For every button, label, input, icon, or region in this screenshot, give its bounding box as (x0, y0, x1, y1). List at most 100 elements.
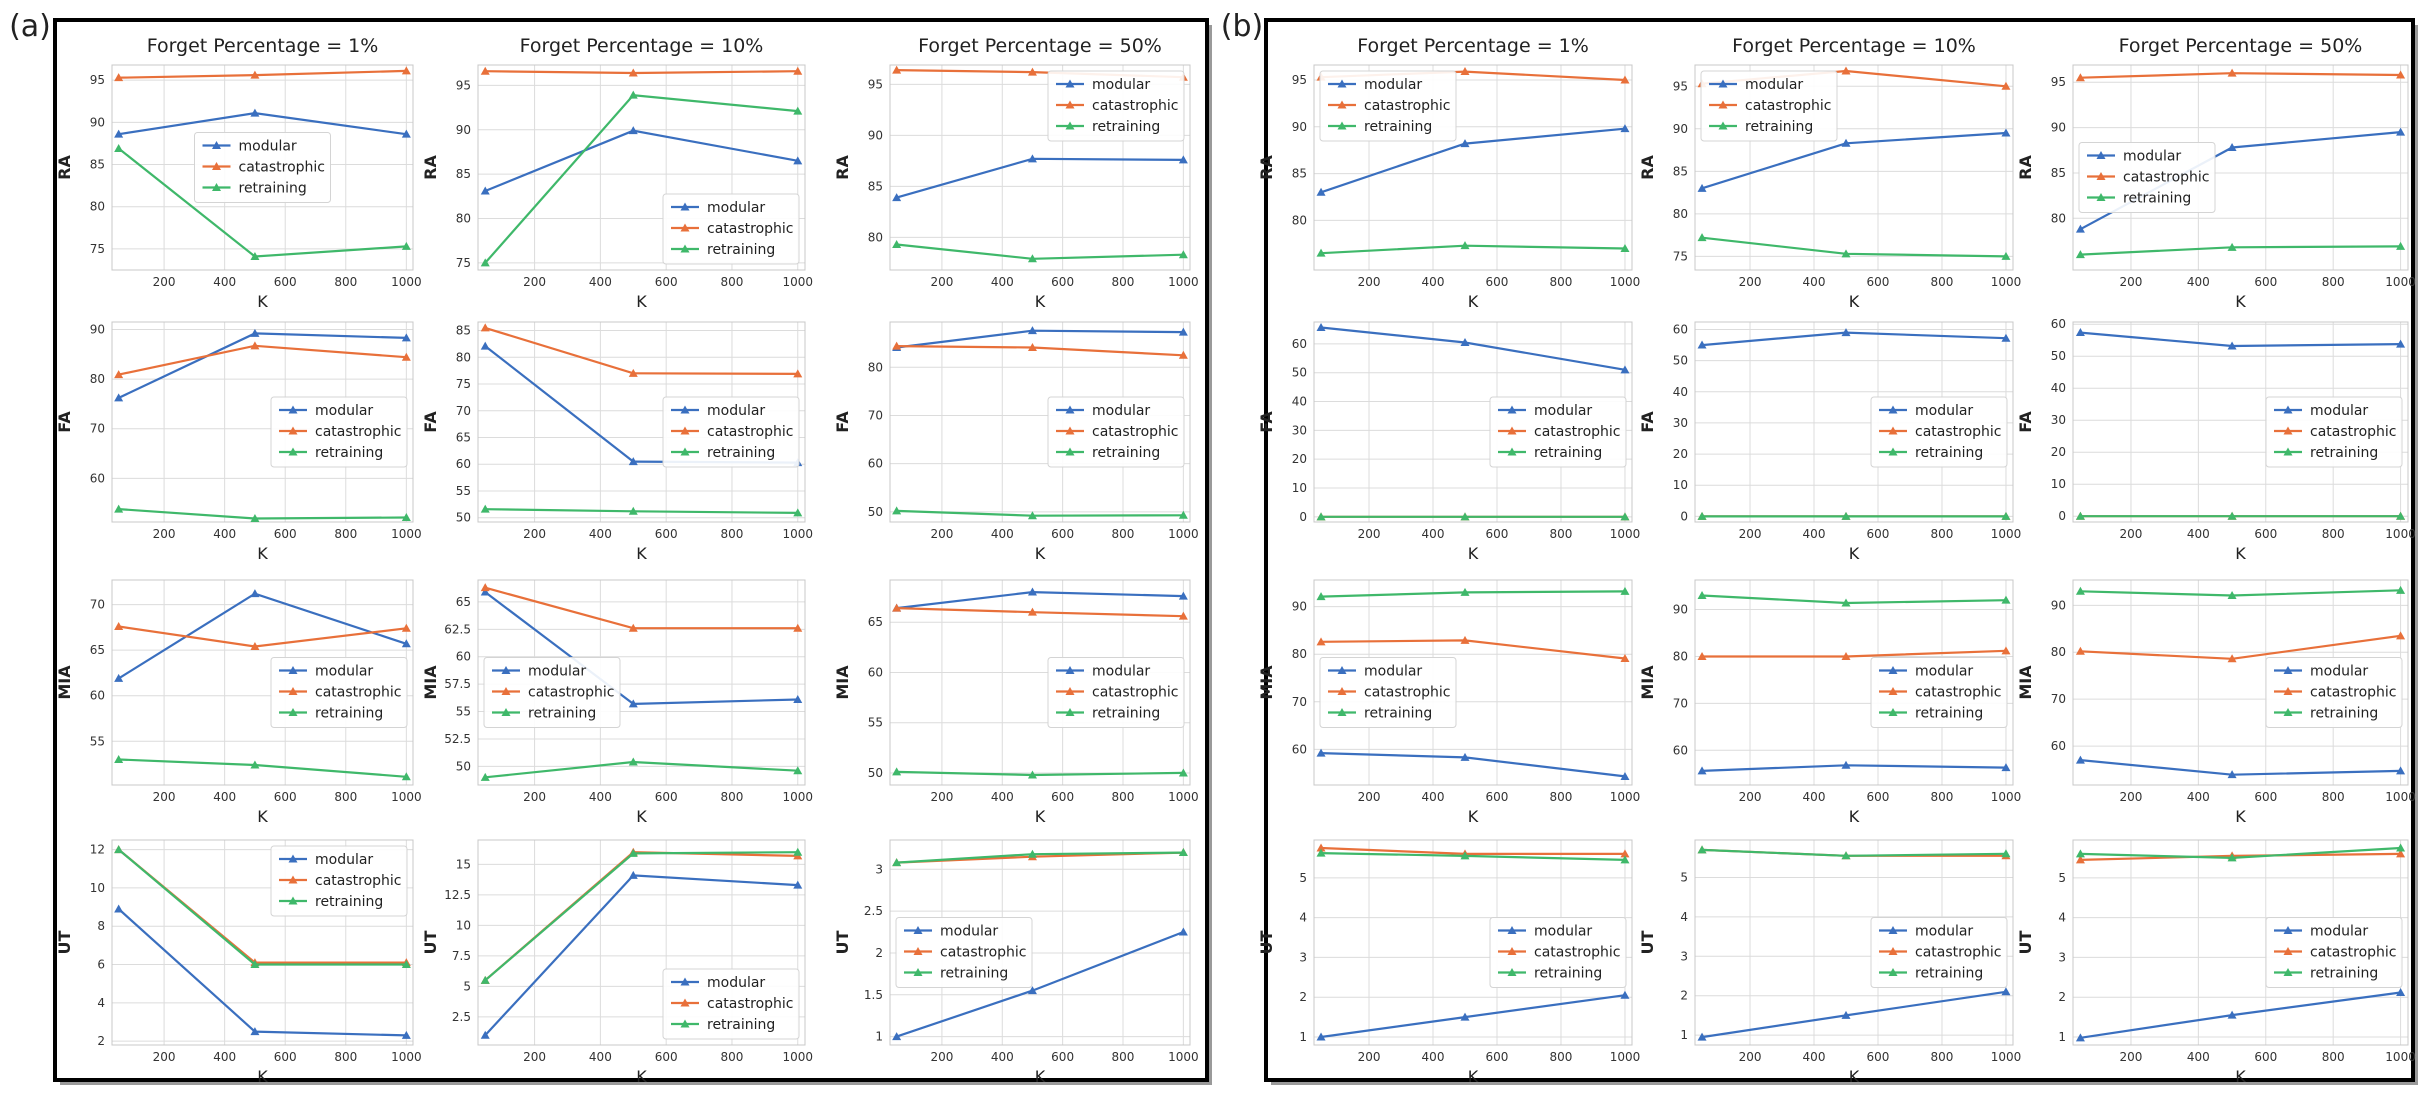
legend-marker-modular (288, 666, 298, 674)
y-tick-label: 80 (1673, 649, 1688, 663)
data-point-catastrophic (114, 370, 124, 379)
y-axis-label: RA (833, 155, 852, 180)
x-axis-label: K (1035, 807, 1046, 826)
legend: modular catastrophic retraining (1489, 396, 1627, 468)
legend-label-catastrophic: catastrophic (528, 685, 615, 701)
data-point-retraining (1027, 511, 1037, 520)
legend: modular catastrophic retraining (1489, 917, 1627, 988)
x-tick-label: 1000 (1991, 275, 2022, 289)
data-point-retraining (1178, 848, 1188, 857)
legend-marker-catastrophic (680, 998, 690, 1007)
legend-label-modular: modular (1092, 403, 1150, 419)
legend-marker-catastrophic (1507, 947, 1517, 955)
x-tick-label: 800 (1112, 790, 1135, 804)
data-point-retraining (480, 975, 490, 984)
y-tick-label: 60 (456, 650, 471, 664)
x-tick-label: 400 (991, 275, 1014, 289)
data-point-modular (2001, 333, 2011, 342)
data-point-modular (1027, 986, 1037, 995)
plot-area (1313, 64, 1633, 271)
legend-marker-catastrophic (501, 687, 511, 695)
x-tick-label: 600 (274, 790, 297, 804)
x-tick-label: 1000 (391, 790, 422, 804)
y-tick-label: 80 (456, 350, 471, 364)
data-point-modular (1178, 327, 1188, 336)
y-tick-label: 2.5 (452, 1010, 471, 1024)
legend-label-modular: modular (2310, 924, 2368, 940)
x-tick-label: 800 (1112, 1050, 1135, 1064)
data-point-catastrophic (250, 70, 260, 79)
legend-marker-catastrophic (2096, 172, 2106, 180)
data-point-retraining (2227, 242, 2237, 251)
data-point-modular (1620, 124, 1630, 133)
plot-area (889, 64, 1191, 271)
x-tick-label: 200 (523, 790, 546, 804)
legend-label-modular: modular (1092, 77, 1150, 93)
x-tick-label: 1000 (782, 790, 813, 804)
x-tick-label: 400 (1803, 1050, 1826, 1064)
x-tick-label: 1000 (1610, 275, 1641, 289)
x-tick-label: 600 (1867, 527, 1890, 541)
data-point-modular (1620, 990, 1630, 999)
x-tick-label: 400 (2187, 1050, 2210, 1064)
data-point-catastrophic (2075, 855, 2085, 864)
data-point-modular (2227, 1010, 2237, 1019)
data-point-retraining (628, 506, 638, 515)
legend-label-modular: modular (1915, 924, 1973, 940)
legend-marker-catastrophic (680, 223, 690, 232)
x-tick-label: 200 (1358, 1050, 1381, 1064)
x-tick-label: 600 (274, 275, 297, 289)
x-tick-label: 200 (1358, 527, 1381, 541)
x-tick-label: 1000 (2385, 275, 2416, 289)
legend-label-modular: modular (940, 924, 998, 940)
data-point-retraining (2075, 586, 2085, 595)
y-tick-label: 90 (90, 322, 105, 336)
data-point-catastrophic (2075, 73, 2085, 82)
data-point-modular (1841, 328, 1851, 337)
data-point-retraining (1697, 233, 1707, 242)
data-point-catastrophic (1027, 343, 1037, 352)
data-point-modular (480, 587, 490, 596)
plot-area (1313, 839, 1633, 1046)
plot-area (1694, 579, 2014, 786)
y-tick-label: 30 (1292, 423, 1307, 437)
legend-label-retraining: retraining (1915, 966, 1983, 982)
legend-label-catastrophic: catastrophic (2123, 170, 2210, 186)
subplot-fa: 200 400 600 800 1000 50 60 70 80 K FA modular catast… (833, 321, 1199, 563)
legend-box (270, 845, 408, 917)
x-tick-label: 600 (655, 790, 678, 804)
panel-a: (a) Forget Percentage = 1% Forget Percenta… (9, 9, 1212, 1086)
plot-area (111, 839, 414, 1046)
data-point-retraining (793, 508, 803, 517)
data-point-modular (2396, 987, 2406, 996)
x-tick-label: 1000 (1610, 527, 1641, 541)
legend-marker-modular (680, 202, 690, 211)
legend-marker-modular (2283, 405, 2293, 414)
data-point-catastrophic (1841, 66, 1851, 75)
subplot-mia: 200 400 600 800 1000 50 55 60 65 K MIA modular catas… (833, 579, 1199, 826)
data-point-modular (1841, 1010, 1851, 1019)
x-tick-label: 200 (523, 527, 546, 541)
legend-box (2265, 657, 2403, 728)
legend-label-catastrophic: catastrophic (707, 221, 794, 237)
data-point-catastrophic (1027, 607, 1037, 616)
legend-label-catastrophic: catastrophic (1092, 424, 1179, 440)
legend-marker-catastrophic (1888, 426, 1898, 435)
y-tick-label: 2 (1299, 990, 1307, 1004)
data-point-modular (480, 341, 490, 350)
y-tick-label: 12.5 (444, 888, 471, 902)
legend: modular catastrophic retraining (1319, 70, 1457, 142)
legend-label-modular: modular (1915, 664, 1973, 680)
data-point-retraining (480, 772, 490, 781)
legend: modular catastrophic retraining (270, 396, 408, 468)
legend-marker-catastrophic (2283, 687, 2293, 695)
y-tick-label: 5 (463, 979, 471, 993)
legend-marker-modular (680, 405, 690, 414)
data-point-retraining (1460, 241, 1470, 250)
legend-label-catastrophic: catastrophic (707, 996, 794, 1012)
legend-marker-retraining (680, 244, 690, 253)
x-tick-label: 600 (1486, 275, 1509, 289)
data-point-retraining (1027, 770, 1037, 779)
x-tick-label: 600 (655, 527, 678, 541)
data-point-modular (1620, 771, 1630, 780)
